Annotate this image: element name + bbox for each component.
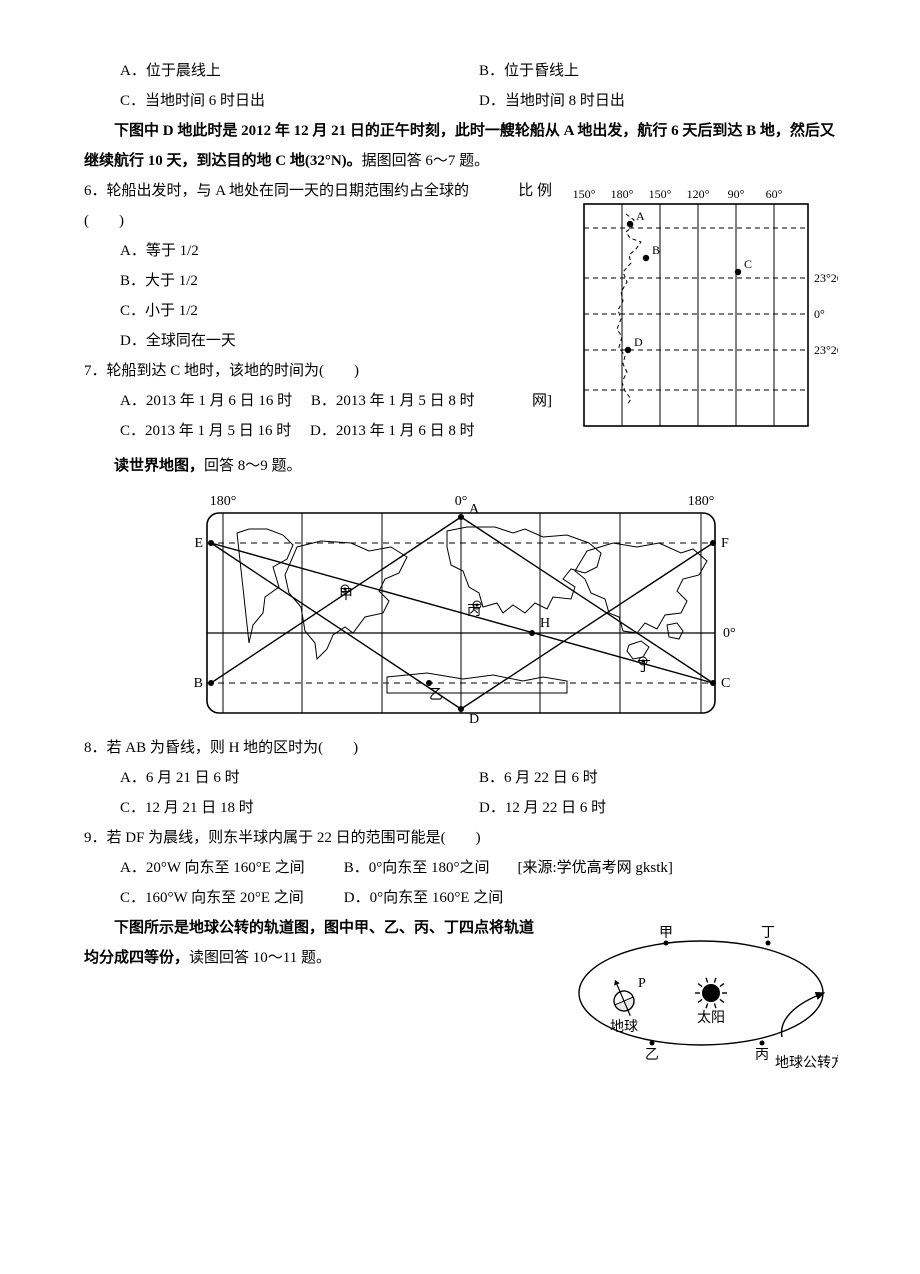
- svg-text:C: C: [721, 676, 730, 691]
- q5-option-b: B．位于昏线上: [479, 56, 838, 86]
- q9-option-a: A．20°W 向东至 160°E 之间: [120, 853, 340, 883]
- svg-text:A: A: [469, 502, 480, 517]
- svg-text:180°: 180°: [611, 187, 634, 201]
- passage-1011-tail: 读图回答 10～11 题。: [189, 950, 331, 966]
- svg-text:B: B: [652, 243, 660, 257]
- svg-text:丁: 丁: [637, 660, 651, 675]
- passage-89-tail: 回答 8～9 题。: [204, 458, 302, 474]
- q8-option-a: A．6 月 21 日 6 时: [120, 763, 479, 793]
- svg-text:D: D: [469, 712, 479, 727]
- svg-text:A: A: [636, 209, 645, 223]
- q5-option-d: D．当地时间 8 时日出: [479, 86, 838, 116]
- q9-stem: 9．若 DF 为晨线，则东半球内属于 22 日的范围可能是( ): [84, 823, 838, 853]
- passage-1011: 下图所示是地球公转的轨道图，图中甲、乙、丙、丁四点将轨道均分成四等份，读图回答 …: [84, 913, 542, 973]
- figure-world-map: 180° 0° 180° 0° E A F B D C H 乙 甲丙丁: [84, 485, 838, 729]
- svg-text:甲: 甲: [659, 926, 673, 941]
- q7-option-d: D．2013 年 1 月 6 日 8 时: [310, 423, 475, 439]
- q7-option-a: A．2013 年 1 月 6 日 16 时: [120, 393, 292, 409]
- q9-options-row1: A．20°W 向东至 160°E 之间 B．0°向东至 180°之间 [来源:学…: [120, 853, 838, 883]
- q8-option-d: D．12 月 22 日 6 时: [479, 793, 838, 823]
- q5-options-row1: A．位于晨线上 B．位于昏线上: [120, 56, 838, 86]
- q9-options-row2: C．160°W 向东至 20°E 之间 D．0°向东至 160°E 之间: [120, 883, 838, 913]
- q8-stem: 8．若 AB 为昏线，则 H 地的区时为( ): [84, 733, 838, 763]
- svg-text:H: H: [540, 616, 550, 631]
- svg-text:丁: 丁: [761, 926, 775, 941]
- q6-tail: 比 例: [518, 183, 552, 199]
- q8-option-b: B．6 月 22 日 6 时: [479, 763, 838, 793]
- svg-text:甲: 甲: [339, 588, 353, 603]
- q8-options-row2: C．12 月 21 日 18 时 D．12 月 22 日 6 时: [120, 793, 838, 823]
- svg-text:150°: 150°: [573, 187, 596, 201]
- svg-text:0°: 0°: [455, 494, 468, 509]
- svg-text:60°: 60°: [766, 187, 783, 201]
- q5-option-c: C．当地时间 6 时日出: [120, 86, 479, 116]
- svg-text:0°: 0°: [814, 307, 825, 321]
- svg-text:D: D: [634, 335, 643, 349]
- svg-text:乙: 乙: [429, 687, 443, 703]
- passage-89: 读世界地图，回答 8～9 题。: [84, 451, 838, 481]
- svg-text:23°26′: 23°26′: [814, 271, 838, 285]
- svg-text:丙: 丙: [467, 604, 481, 619]
- q7-option-c: C．2013 年 1 月 5 日 16 时: [120, 423, 291, 439]
- svg-text:150°: 150°: [649, 187, 672, 201]
- svg-text:90°: 90°: [728, 187, 745, 201]
- svg-text:B: B: [194, 676, 203, 691]
- q8-options-row1: A．6 月 21 日 6 时 B．6 月 22 日 6 时: [120, 763, 838, 793]
- svg-text:地球公转方向: 地球公转方向: [775, 1055, 838, 1071]
- svg-text:丙: 丙: [755, 1048, 769, 1063]
- q8-option-c: C．12 月 21 日 18 时: [120, 793, 479, 823]
- svg-text:F: F: [721, 536, 729, 551]
- q9-option-c: C．160°W 向东至 20°E 之间: [120, 883, 340, 913]
- q9-option-d: D．0°向东至 160°E 之间: [344, 890, 504, 906]
- svg-text:地球: 地球: [610, 1019, 638, 1035]
- passage-67-tail: 据图回答 6～7 题。: [362, 153, 490, 169]
- svg-text:E: E: [194, 536, 203, 551]
- q7-src: 网]: [532, 393, 552, 409]
- q9-option-b: B．0°向东至 180°之间: [344, 853, 514, 883]
- q6-stem: 6．轮船出发时，与 A 地处在同一天的日期范围约占全球的: [84, 183, 469, 199]
- passage-67: 下图中 D 地此时是 2012 年 12 月 21 日的正午时刻，此时一艘轮船从…: [84, 116, 838, 176]
- q5-option-a: A．位于晨线上: [120, 56, 479, 86]
- svg-text:23°26′: 23°26′: [814, 343, 838, 357]
- svg-text:180°: 180°: [210, 494, 237, 509]
- svg-text:太阳: 太阳: [697, 1010, 725, 1026]
- svg-text:180°: 180°: [688, 494, 715, 509]
- q5-options-row2: C．当地时间 6 时日出 D．当地时间 8 时日出: [120, 86, 838, 116]
- svg-text:P: P: [638, 976, 646, 991]
- figure-orbit: 甲 丁乙 丙 太阳 P 地球地球公转方向: [556, 913, 838, 1082]
- svg-text:120°: 120°: [687, 187, 710, 201]
- q9-src: [来源:学优高考网 gkstk]: [518, 860, 673, 876]
- svg-text:C: C: [744, 257, 752, 271]
- passage-89-bold: 读世界地图，: [114, 458, 204, 474]
- figure-latlon-grid: 150° 180° 150° 120° 90° 60° 23°26′ 0° 23°26′ A B C D: [564, 180, 838, 443]
- q7-option-b: B．2013 年 1 月 5 日 8 时: [311, 393, 475, 409]
- svg-text:乙: 乙: [645, 1047, 659, 1063]
- svg-text:0°: 0°: [723, 626, 736, 641]
